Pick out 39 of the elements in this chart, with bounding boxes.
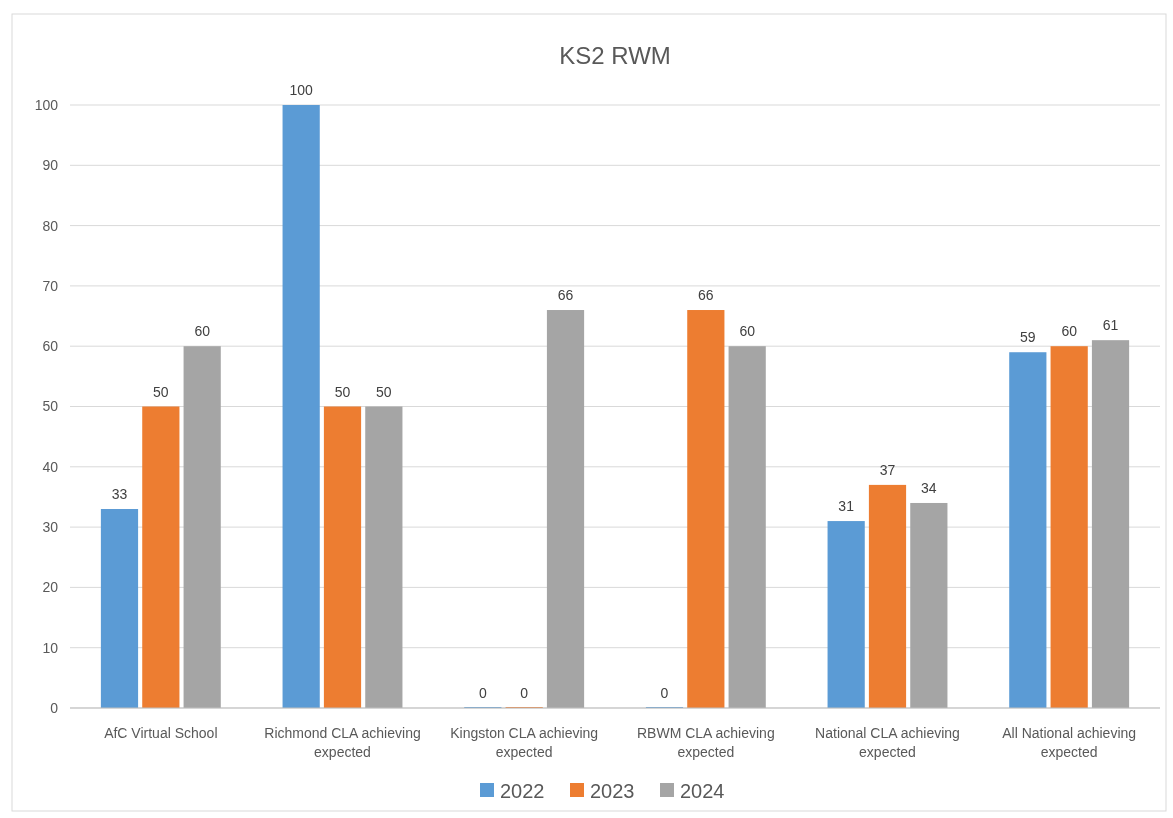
data-label: 34	[921, 479, 937, 496]
x-tick-label: All National achieving expected	[1002, 725, 1137, 760]
x-tick-label: Richmond CLA achieving expected	[264, 725, 421, 760]
data-label: 37	[879, 461, 896, 478]
data-label: 60	[739, 323, 756, 340]
data-label: 33	[111, 486, 128, 503]
data-label: 61	[1102, 317, 1119, 334]
y-tick-label: 90	[42, 157, 59, 174]
data-label: 0	[478, 685, 487, 701]
data-label: 60	[1061, 323, 1078, 340]
y-tick-label: 0	[50, 699, 59, 716]
legend-label: 2024	[680, 780, 725, 802]
y-tick-label: 80	[42, 217, 59, 234]
data-label: 50	[334, 383, 351, 400]
x-tick-label: RBWM CLA achieving expected	[636, 725, 775, 760]
y-tick-label: 60	[42, 338, 59, 355]
legend-label: 2023	[590, 780, 635, 802]
y-tick-label: 30	[42, 519, 59, 535]
data-label: 66	[557, 287, 574, 304]
legend-label: 2022	[500, 780, 545, 802]
x-tick-label: Kingston CLA achieving expected	[450, 725, 599, 760]
y-tick-label: 40	[42, 458, 59, 475]
data-label: 31	[838, 498, 855, 515]
x-tick-label: AfC Virtual School	[104, 725, 218, 741]
y-tick-label: 100	[34, 96, 59, 113]
y-tick-label: 70	[42, 277, 59, 294]
data-label: 50	[376, 383, 392, 400]
chart-title: KS2 RWM	[559, 42, 671, 69]
data-label: 50	[153, 383, 169, 400]
data-label: 66	[698, 287, 714, 304]
data-label: 0	[520, 685, 529, 701]
data-label: 100	[289, 82, 314, 98]
y-tick-label: 50	[42, 398, 59, 415]
y-tick-label: 20	[42, 579, 59, 596]
y-tick-label: 10	[42, 639, 59, 656]
data-label: 60	[194, 323, 211, 340]
data-label: 0	[660, 685, 669, 701]
x-tick-label: National CLA achieving expected	[815, 725, 960, 760]
data-label: 59	[1020, 329, 1036, 346]
